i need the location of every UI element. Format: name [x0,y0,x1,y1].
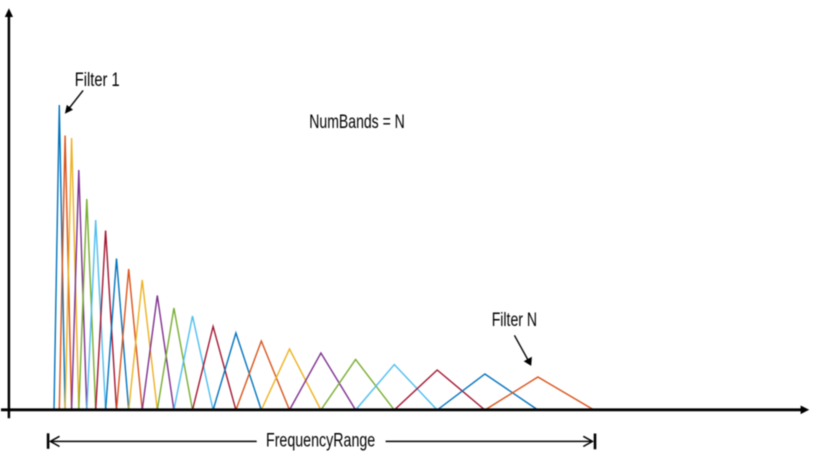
svg-text:Filter 1: Filter 1 [75,70,120,91]
svg-text:NumBands = N: NumBands = N [309,112,405,133]
svg-text:FrequencyRange: FrequencyRange [266,431,375,452]
svg-text:Filter N: Filter N [492,310,537,331]
